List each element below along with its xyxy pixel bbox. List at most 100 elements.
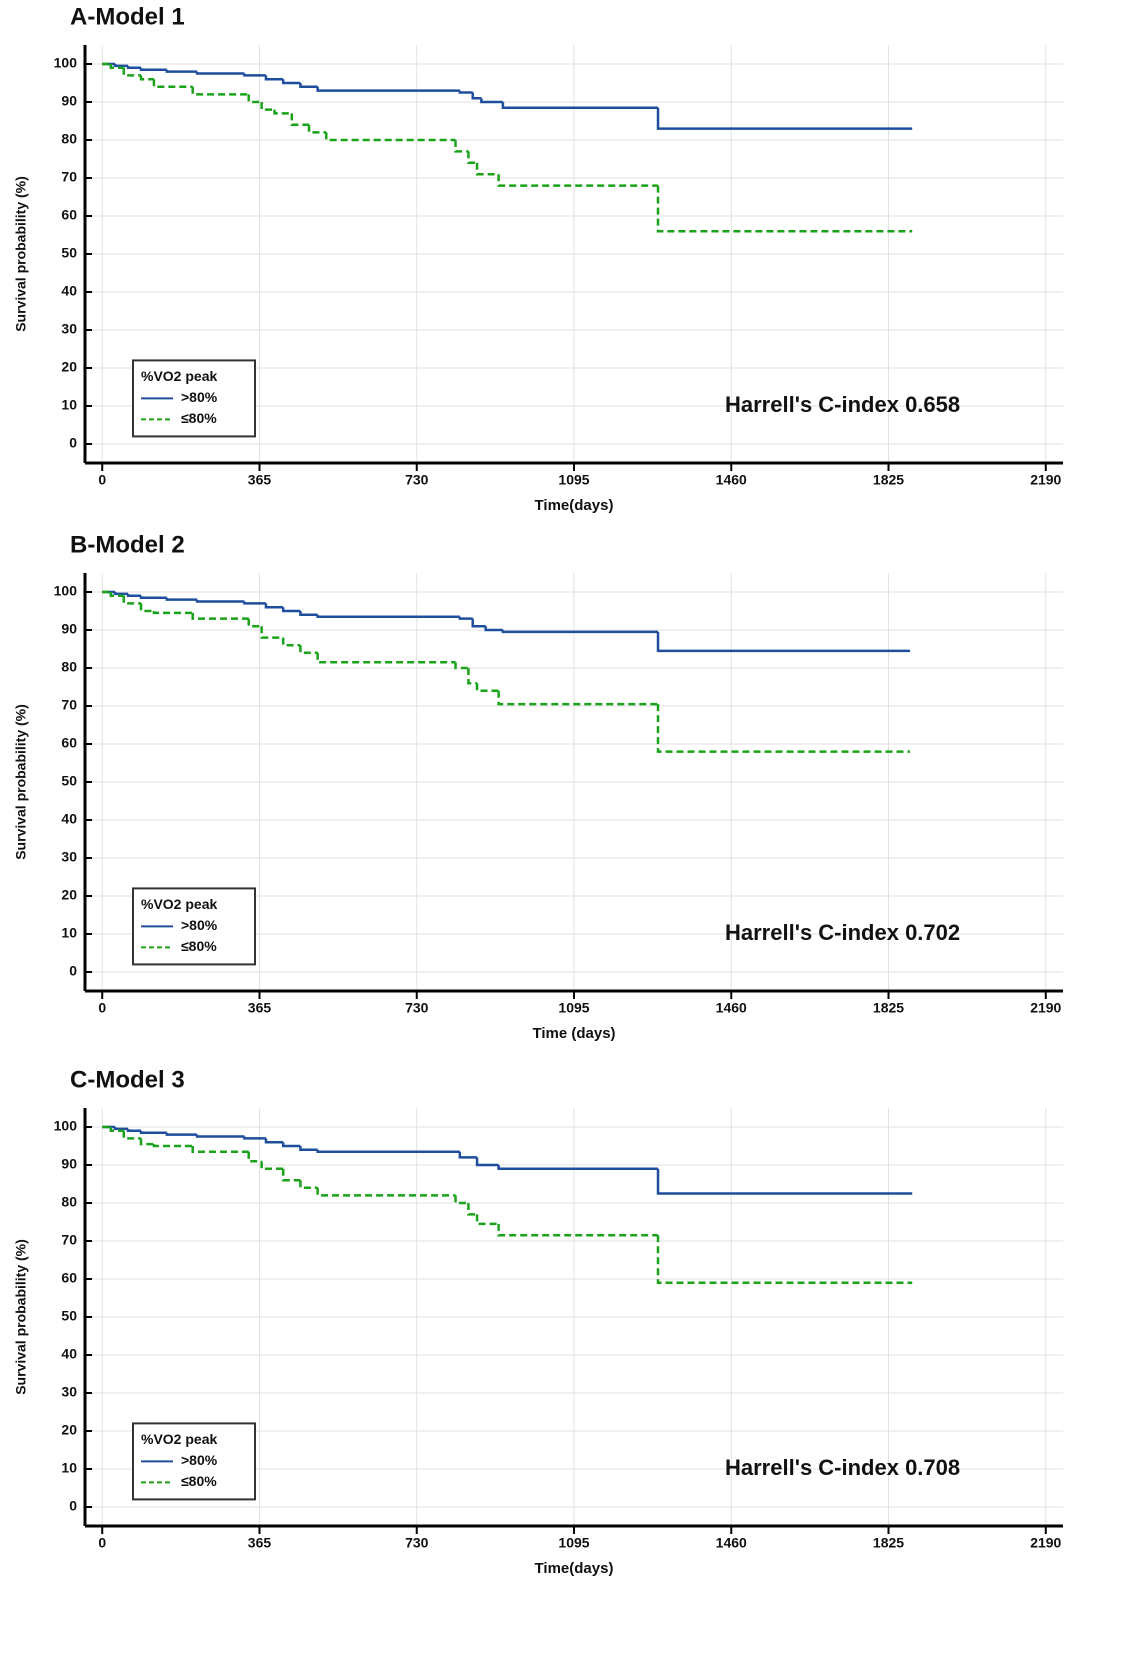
km-step bbox=[471, 92, 482, 100]
km-step bbox=[139, 1138, 154, 1146]
km-step bbox=[467, 1203, 478, 1216]
km-step bbox=[299, 83, 318, 89]
km-step bbox=[109, 64, 124, 70]
km-step bbox=[195, 1134, 245, 1138]
km-step bbox=[260, 102, 275, 111]
km-step bbox=[264, 1138, 284, 1144]
km-step bbox=[467, 151, 478, 165]
km-step bbox=[139, 603, 154, 613]
km-step bbox=[165, 597, 198, 601]
y-tick-label: 20 bbox=[61, 359, 77, 375]
km-step bbox=[656, 1235, 913, 1285]
y-tick-label: 40 bbox=[61, 811, 77, 827]
y-tick-label: 60 bbox=[61, 207, 77, 223]
km-step bbox=[484, 626, 503, 632]
y-axis-label: Survival probability (%) bbox=[13, 1239, 29, 1395]
km-step bbox=[316, 1149, 460, 1153]
km-step bbox=[475, 683, 499, 693]
km-step bbox=[281, 637, 301, 647]
km-step bbox=[316, 614, 460, 618]
legend-label: >80% bbox=[181, 917, 218, 933]
km-step bbox=[299, 645, 318, 655]
km-step bbox=[122, 595, 142, 605]
km-step bbox=[299, 611, 318, 617]
km-step bbox=[497, 174, 659, 187]
x-tick-label: 365 bbox=[248, 472, 272, 488]
km-step bbox=[126, 65, 142, 70]
km-step bbox=[325, 132, 456, 142]
km-step bbox=[191, 1146, 249, 1153]
y-axis-label: Survival probability (%) bbox=[13, 176, 29, 332]
km-step bbox=[243, 73, 266, 77]
km-step bbox=[243, 1136, 266, 1140]
y-tick-label: 40 bbox=[61, 283, 77, 299]
x-tick-label: 1460 bbox=[716, 1535, 747, 1551]
y-tick-label: 90 bbox=[61, 1156, 77, 1172]
x-axis-label: Time (days) bbox=[532, 1025, 615, 1042]
y-tick-label: 100 bbox=[54, 583, 78, 599]
x-tick-label: 1095 bbox=[558, 472, 589, 488]
km-step bbox=[475, 1157, 499, 1167]
x-tick-label: 365 bbox=[248, 1535, 272, 1551]
km-step bbox=[122, 67, 142, 77]
km-step bbox=[316, 652, 456, 664]
x-tick-label: 1825 bbox=[873, 1000, 904, 1016]
y-tick-label: 20 bbox=[61, 1422, 77, 1438]
km-step bbox=[109, 1127, 124, 1133]
km-step bbox=[247, 94, 262, 104]
x-tick-label: 0 bbox=[98, 472, 106, 488]
km-step bbox=[458, 1151, 478, 1159]
km-step bbox=[281, 607, 301, 613]
km-step bbox=[122, 1130, 142, 1140]
km-step bbox=[475, 1214, 499, 1226]
km-step bbox=[656, 704, 911, 753]
km-step bbox=[139, 67, 167, 71]
x-tick-label: 365 bbox=[248, 1000, 272, 1016]
y-tick-label: 30 bbox=[61, 321, 77, 337]
km-step bbox=[467, 668, 478, 685]
km-step bbox=[191, 86, 249, 96]
y-tick-label: 10 bbox=[61, 397, 77, 413]
x-tick-label: 1460 bbox=[716, 1000, 747, 1016]
km-step bbox=[480, 98, 503, 104]
km-step bbox=[281, 1168, 301, 1182]
x-tick-label: 1460 bbox=[716, 472, 747, 488]
x-tick-label: 1095 bbox=[558, 1000, 589, 1016]
x-axis-label: Time(days) bbox=[535, 1560, 614, 1577]
x-tick-label: 2190 bbox=[1030, 1535, 1061, 1551]
km-step bbox=[299, 1180, 318, 1190]
legend-label: ≤80% bbox=[181, 938, 217, 954]
x-tick-label: 730 bbox=[405, 1000, 429, 1016]
km-step bbox=[165, 1132, 198, 1136]
km-step bbox=[307, 124, 327, 134]
x-tick-label: 730 bbox=[405, 472, 429, 488]
km-step bbox=[191, 612, 249, 620]
y-tick-label: 80 bbox=[61, 1194, 77, 1210]
km-step bbox=[152, 611, 193, 615]
km-step bbox=[454, 1195, 469, 1205]
x-tick-label: 2190 bbox=[1030, 1000, 1061, 1016]
km-step bbox=[243, 601, 266, 605]
y-tick-label: 10 bbox=[61, 1460, 77, 1476]
legend-label: ≤80% bbox=[181, 1473, 217, 1489]
y-tick-label: 10 bbox=[61, 925, 77, 941]
y-tick-label: 90 bbox=[61, 93, 77, 109]
km-step bbox=[458, 616, 473, 620]
x-tick-label: 0 bbox=[98, 1000, 106, 1016]
legend-label: >80% bbox=[181, 1452, 218, 1468]
km-step bbox=[497, 690, 659, 706]
legend-title: %VO2 peak bbox=[141, 368, 217, 384]
y-tick-label: 50 bbox=[61, 1308, 77, 1324]
y-tick-label: 80 bbox=[61, 131, 77, 147]
km-step bbox=[152, 1144, 193, 1148]
y-tick-label: 100 bbox=[54, 1118, 78, 1134]
x-axis-label: Time(days) bbox=[535, 497, 614, 514]
km-step bbox=[656, 185, 913, 233]
x-tick-label: 1825 bbox=[873, 1535, 904, 1551]
annotation: Harrell's C-index 0.702 bbox=[725, 920, 960, 945]
y-tick-label: 40 bbox=[61, 1346, 77, 1362]
panel-title: C-Model 3 bbox=[70, 1066, 185, 1093]
km-step bbox=[195, 599, 245, 603]
km-step bbox=[264, 603, 284, 609]
